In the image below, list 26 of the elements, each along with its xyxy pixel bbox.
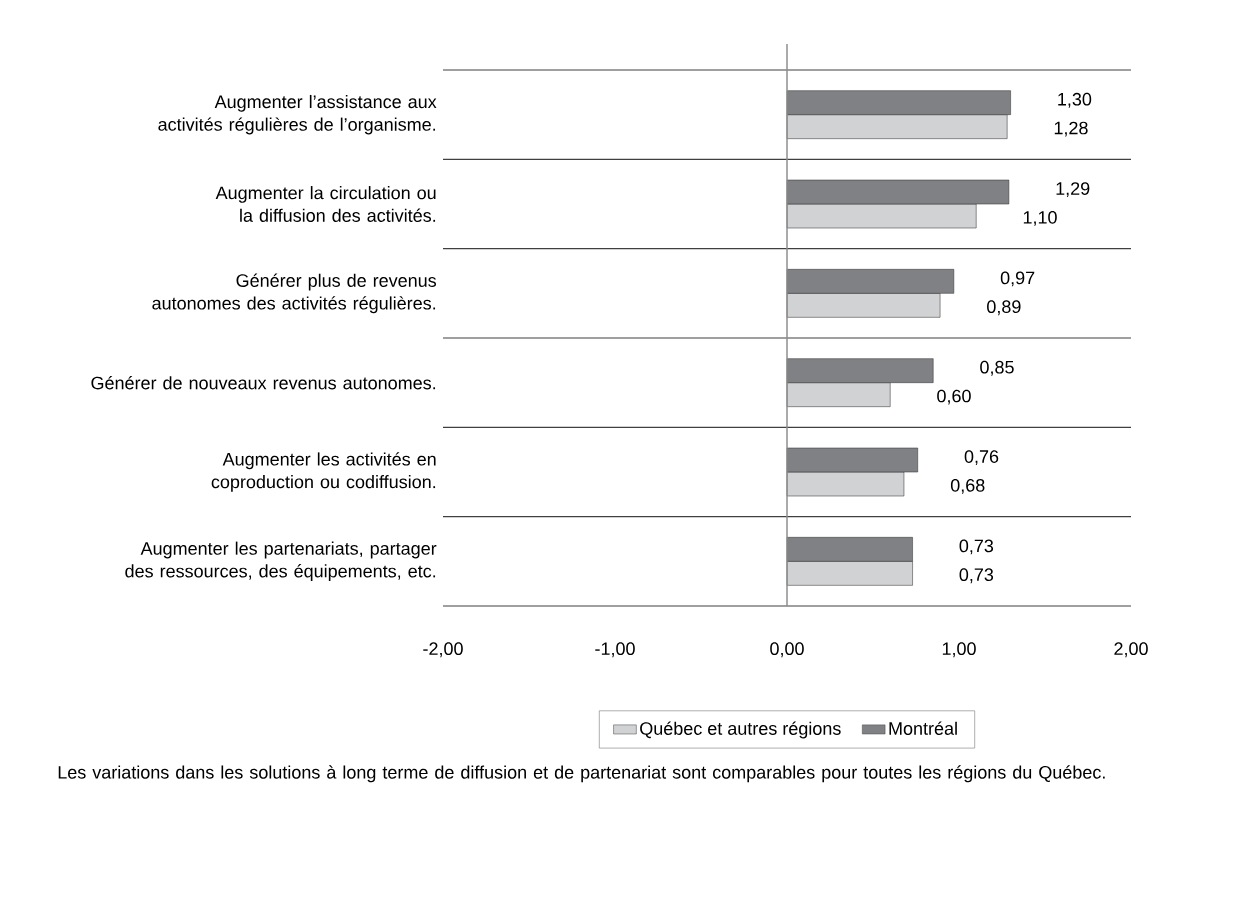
y-tick-label: Augmenter les activités en coproduction ou codiffusion. [211,452,436,492]
data-label: 0,76 [964,450,999,466]
x-tick-label: -2,00 [423,642,463,658]
y-tick-label: Augmenter l’assistance aux activités régulières de l’organisme. [158,94,437,135]
y-tick-label: Augmenter la circulation ou la diffusion des activités. [215,186,436,222]
data-label: 0,89 [987,300,1021,316]
x-tick-label: 0,00 [770,642,804,658]
data-label: 1,30 [1058,92,1092,108]
data-label: 0,68 [950,478,985,494]
data-label: 0,85 [980,360,1014,376]
y-tick-label: Générer plus de revenus autonomes des activités régulières. [152,273,437,314]
y-tick-label: Générer de nouveaux revenus autonomes. [91,375,436,390]
legend-label: Montréal [889,721,957,735]
data-label: 0,97 [1000,271,1035,287]
text: Les variations dans les solutions à long terme de diffusion et de partenariat sont comparables pour toutes les régions du Québec. [58,765,1105,783]
data-label: 0,73 [959,539,994,555]
data-label: 1,28 [1054,121,1088,137]
legend-label: Québec et autres régions [640,721,841,739]
data-label: 1,10 [1023,210,1057,226]
data-label: 0,60 [937,389,971,405]
data-label: 0,73 [959,568,994,584]
y-tick-label: Augmenter les partenariats, partager des ressources, des équipements, etc. [125,541,437,582]
x-tick-label: 1,00 [942,642,976,658]
x-tick-label: -1,00 [595,642,635,658]
data-label: 1,29 [1056,182,1090,198]
x-tick-label: 2,00 [1114,642,1148,658]
